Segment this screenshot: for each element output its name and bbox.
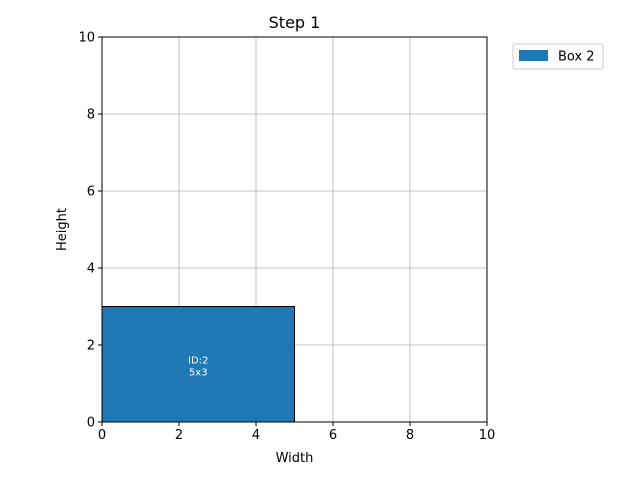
- legend: Box 2: [512, 43, 604, 70]
- box-size-label: 5x3: [189, 367, 208, 378]
- y-tick-label: 0: [87, 416, 95, 431]
- y-tick-label: 8: [87, 108, 95, 123]
- x-tick-label: 4: [252, 428, 260, 443]
- chart-title: Step 1: [269, 13, 321, 32]
- legend-label: Box 2: [558, 50, 595, 65]
- y-axis-label: Height: [55, 208, 70, 251]
- x-tick-label: 6: [329, 428, 337, 443]
- x-tick-label: 8: [406, 428, 414, 443]
- legend-swatch: [519, 50, 548, 61]
- y-tick-label: 6: [87, 185, 95, 200]
- plot-frame: [101, 36, 488, 423]
- x-tick-label: 10: [479, 428, 496, 443]
- ticks: 0 2 4 6 8 10 0 2 4 6 8 10: [78, 31, 495, 444]
- y-tick-label: 4: [87, 262, 95, 277]
- box-rect: [101, 306, 295, 423]
- x-tick-label: 2: [175, 428, 183, 443]
- box-id-label: ID:2: [188, 355, 208, 366]
- x-axis-label: Width: [276, 451, 314, 466]
- x-tick-label: 0: [98, 428, 106, 443]
- y-tick-label: 2: [87, 339, 95, 354]
- y-tick-label: 10: [78, 31, 95, 46]
